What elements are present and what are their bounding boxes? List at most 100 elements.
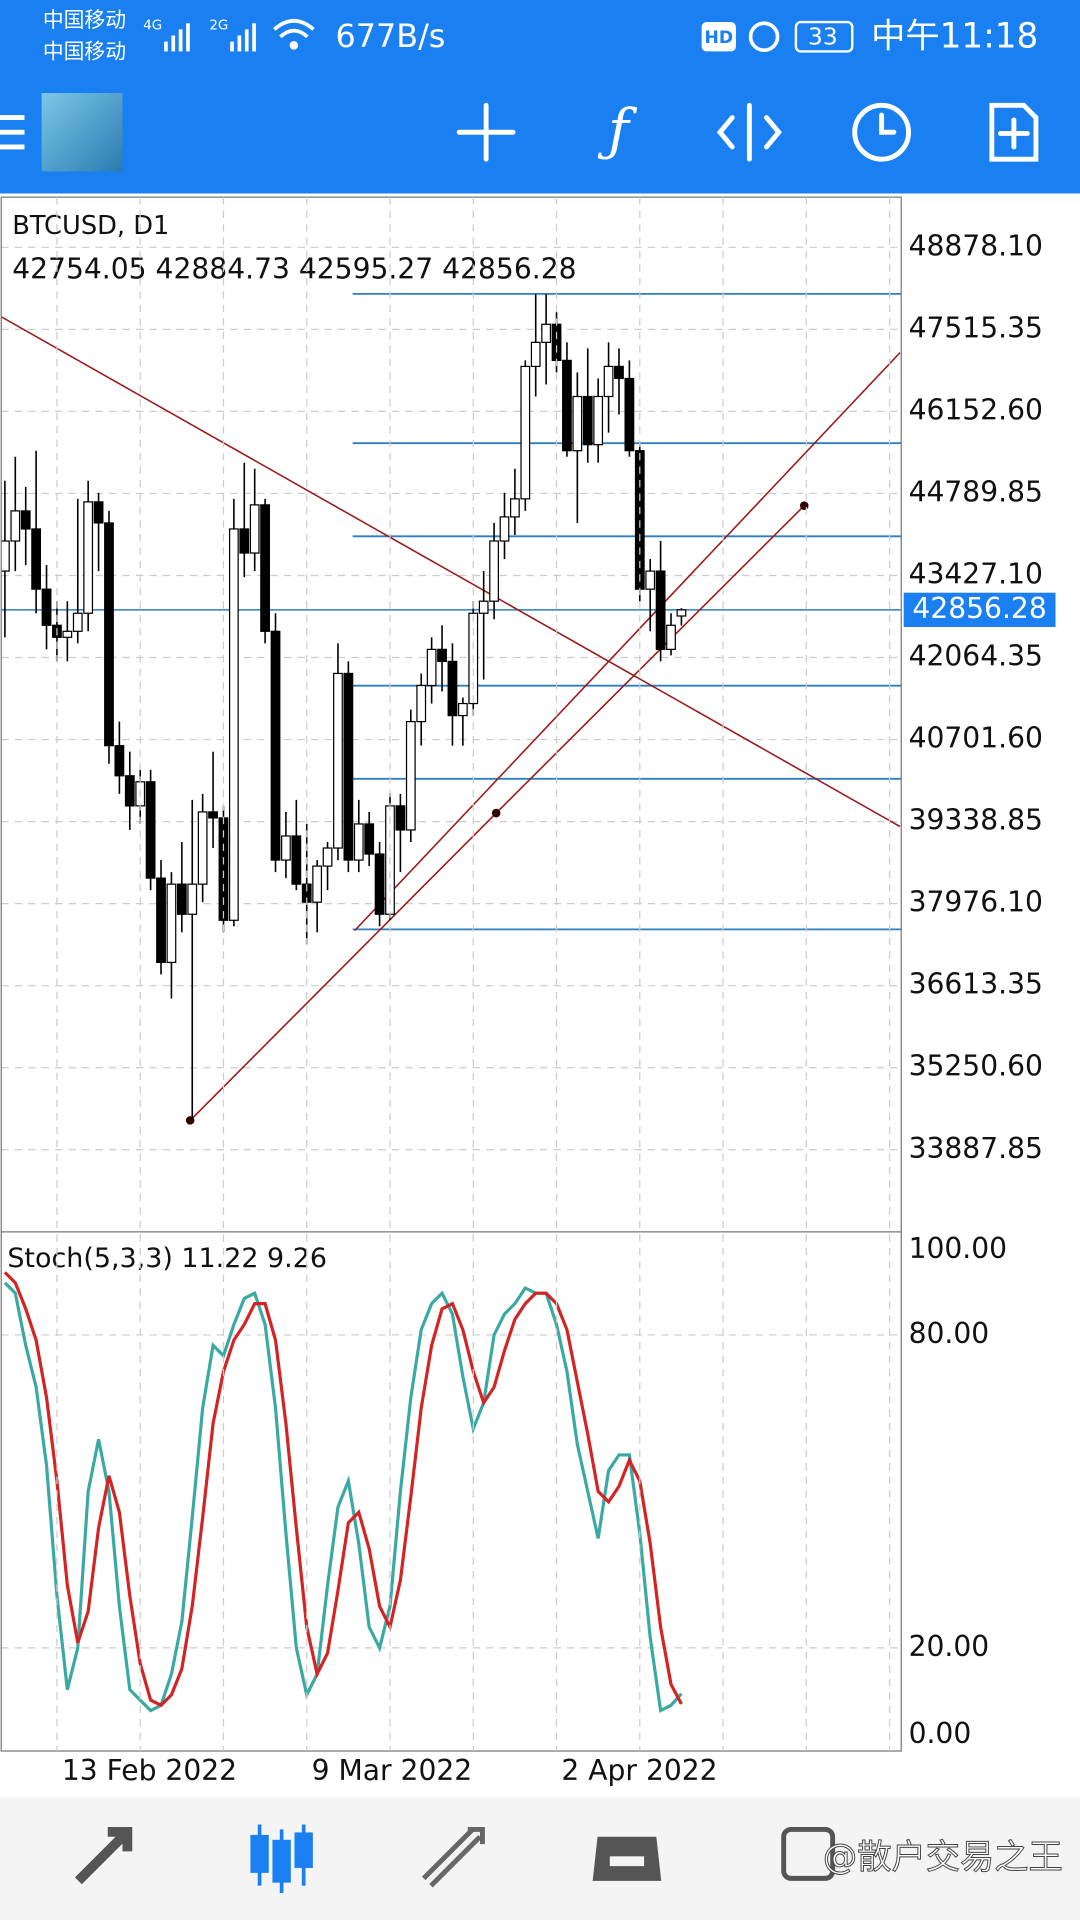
- history-tab[interactable]: [592, 1836, 662, 1881]
- y-tick-label: 48878.10: [909, 229, 1043, 262]
- candle-body: [239, 528, 250, 554]
- y-tick-label: 37976.10: [909, 886, 1043, 919]
- candle-body: [333, 672, 343, 849]
- candle-body: [176, 883, 187, 915]
- candle-body: [114, 745, 125, 777]
- candle-body: [20, 510, 31, 530]
- trend-line: [1, 315, 901, 828]
- candle-body: [1, 540, 10, 572]
- symbol: BTCUSD, D1: [12, 211, 169, 241]
- candle-body: [603, 365, 614, 398]
- candle-body: [62, 630, 73, 638]
- app-logo[interactable]: [41, 93, 123, 172]
- candle-body: [676, 609, 687, 617]
- candle-body: [83, 501, 94, 614]
- battery-icon: [794, 20, 854, 53]
- candle-body: [353, 823, 364, 861]
- chart-tab[interactable]: [250, 1824, 313, 1894]
- network: 2G: [209, 19, 228, 34]
- candle-body: [156, 877, 166, 964]
- candle-body: [72, 612, 83, 632]
- candle-body: [187, 883, 198, 915]
- alarm-icon: [748, 21, 780, 53]
- candle-body: [562, 359, 572, 452]
- candle-body: [447, 660, 458, 717]
- candle-body: [510, 498, 520, 518]
- new-order-button[interactable]: [989, 102, 1039, 162]
- x-tick-label: 9 Mar 2022: [312, 1754, 473, 1787]
- y-tick-label: 36613.35: [909, 968, 1043, 1001]
- net-speed: 677B/s: [336, 17, 446, 55]
- y-tick-label: 80.00: [909, 1317, 990, 1350]
- crosshair-button[interactable]: [456, 102, 516, 162]
- menu-button[interactable]: [0, 115, 25, 150]
- high-value: 42884.73: [156, 253, 290, 286]
- candle-body: [249, 504, 260, 554]
- ohlc: 42754.05 42884.73 42595.27 42856.28: [12, 253, 576, 286]
- quotes-tab[interactable]: [74, 1826, 133, 1885]
- current-price: 42856.28: [912, 592, 1046, 625]
- stoch-line: [3, 1281, 683, 1713]
- y-tick-label: 0.00: [909, 1717, 972, 1750]
- candle-body: [41, 588, 52, 626]
- y-tick-label: 42064.35: [909, 640, 1043, 673]
- candle-body: [666, 624, 676, 650]
- open-value: 42754.05: [12, 253, 146, 286]
- candle-body: [281, 835, 291, 861]
- anchor-dot: [491, 808, 501, 818]
- candle-body: [551, 323, 562, 362]
- candle-body: [312, 865, 323, 903]
- hd: HD: [704, 28, 733, 48]
- candle-body: [291, 835, 302, 885]
- candle-body: [208, 811, 218, 819]
- y-tick-label: 40701.60: [909, 722, 1043, 755]
- messages-tab[interactable]: [781, 1826, 836, 1881]
- candle-body: [437, 648, 447, 663]
- candle-body: [166, 883, 177, 964]
- candle-body: [270, 630, 281, 861]
- trade-tab[interactable]: [421, 1826, 485, 1888]
- candle-body: [416, 684, 427, 723]
- candle-body: [93, 501, 104, 524]
- carrier: 中国移动: [43, 40, 126, 64]
- candle-body: [10, 510, 21, 542]
- candle-body: [395, 805, 406, 831]
- hd-badge: [701, 22, 736, 52]
- y-tick-label: 46152.60: [909, 393, 1043, 426]
- candle-body: [426, 648, 437, 687]
- candle-body: [582, 395, 593, 446]
- y-tick-label: 47515.35: [909, 311, 1043, 344]
- candle-body: [593, 395, 604, 446]
- trade-button[interactable]: [716, 102, 782, 162]
- layer: [1, 246, 902, 1151]
- candle-body: [405, 720, 416, 831]
- candle-body: [655, 570, 666, 650]
- y-tick-label: 43427.10: [909, 557, 1043, 590]
- signal-icon: [164, 23, 256, 52]
- candle-body: [499, 516, 510, 542]
- candle-body: [124, 775, 135, 807]
- y-tick-label: 35250.60: [909, 1050, 1043, 1083]
- network: 4G: [143, 19, 162, 34]
- indicator-title: Stoch(5,3,3) 11.22 9.26: [7, 1242, 327, 1273]
- y-tick-label: 33887.85: [909, 1132, 1043, 1165]
- candle-body: [457, 702, 468, 717]
- layer: [1, 1271, 902, 1713]
- x-tick-label: 2 Apr 2022: [561, 1754, 717, 1787]
- y-tick-label: 100.00: [909, 1232, 1008, 1265]
- candle-body: [374, 853, 385, 915]
- candle-body: [645, 570, 656, 590]
- candle-body: [197, 811, 208, 885]
- candle-body: [572, 395, 583, 452]
- period-button[interactable]: [852, 102, 912, 162]
- candle-body: [260, 504, 271, 632]
- clock: 中午11:18: [871, 16, 1038, 56]
- x-tick-label: 13 Feb 2022: [62, 1754, 237, 1787]
- candle-body: [31, 528, 42, 590]
- candle-body: [614, 365, 624, 380]
- battery: 33: [808, 23, 838, 50]
- y-tick-label: 20.00: [909, 1630, 990, 1663]
- y-tick-label: 44789.85: [909, 475, 1043, 508]
